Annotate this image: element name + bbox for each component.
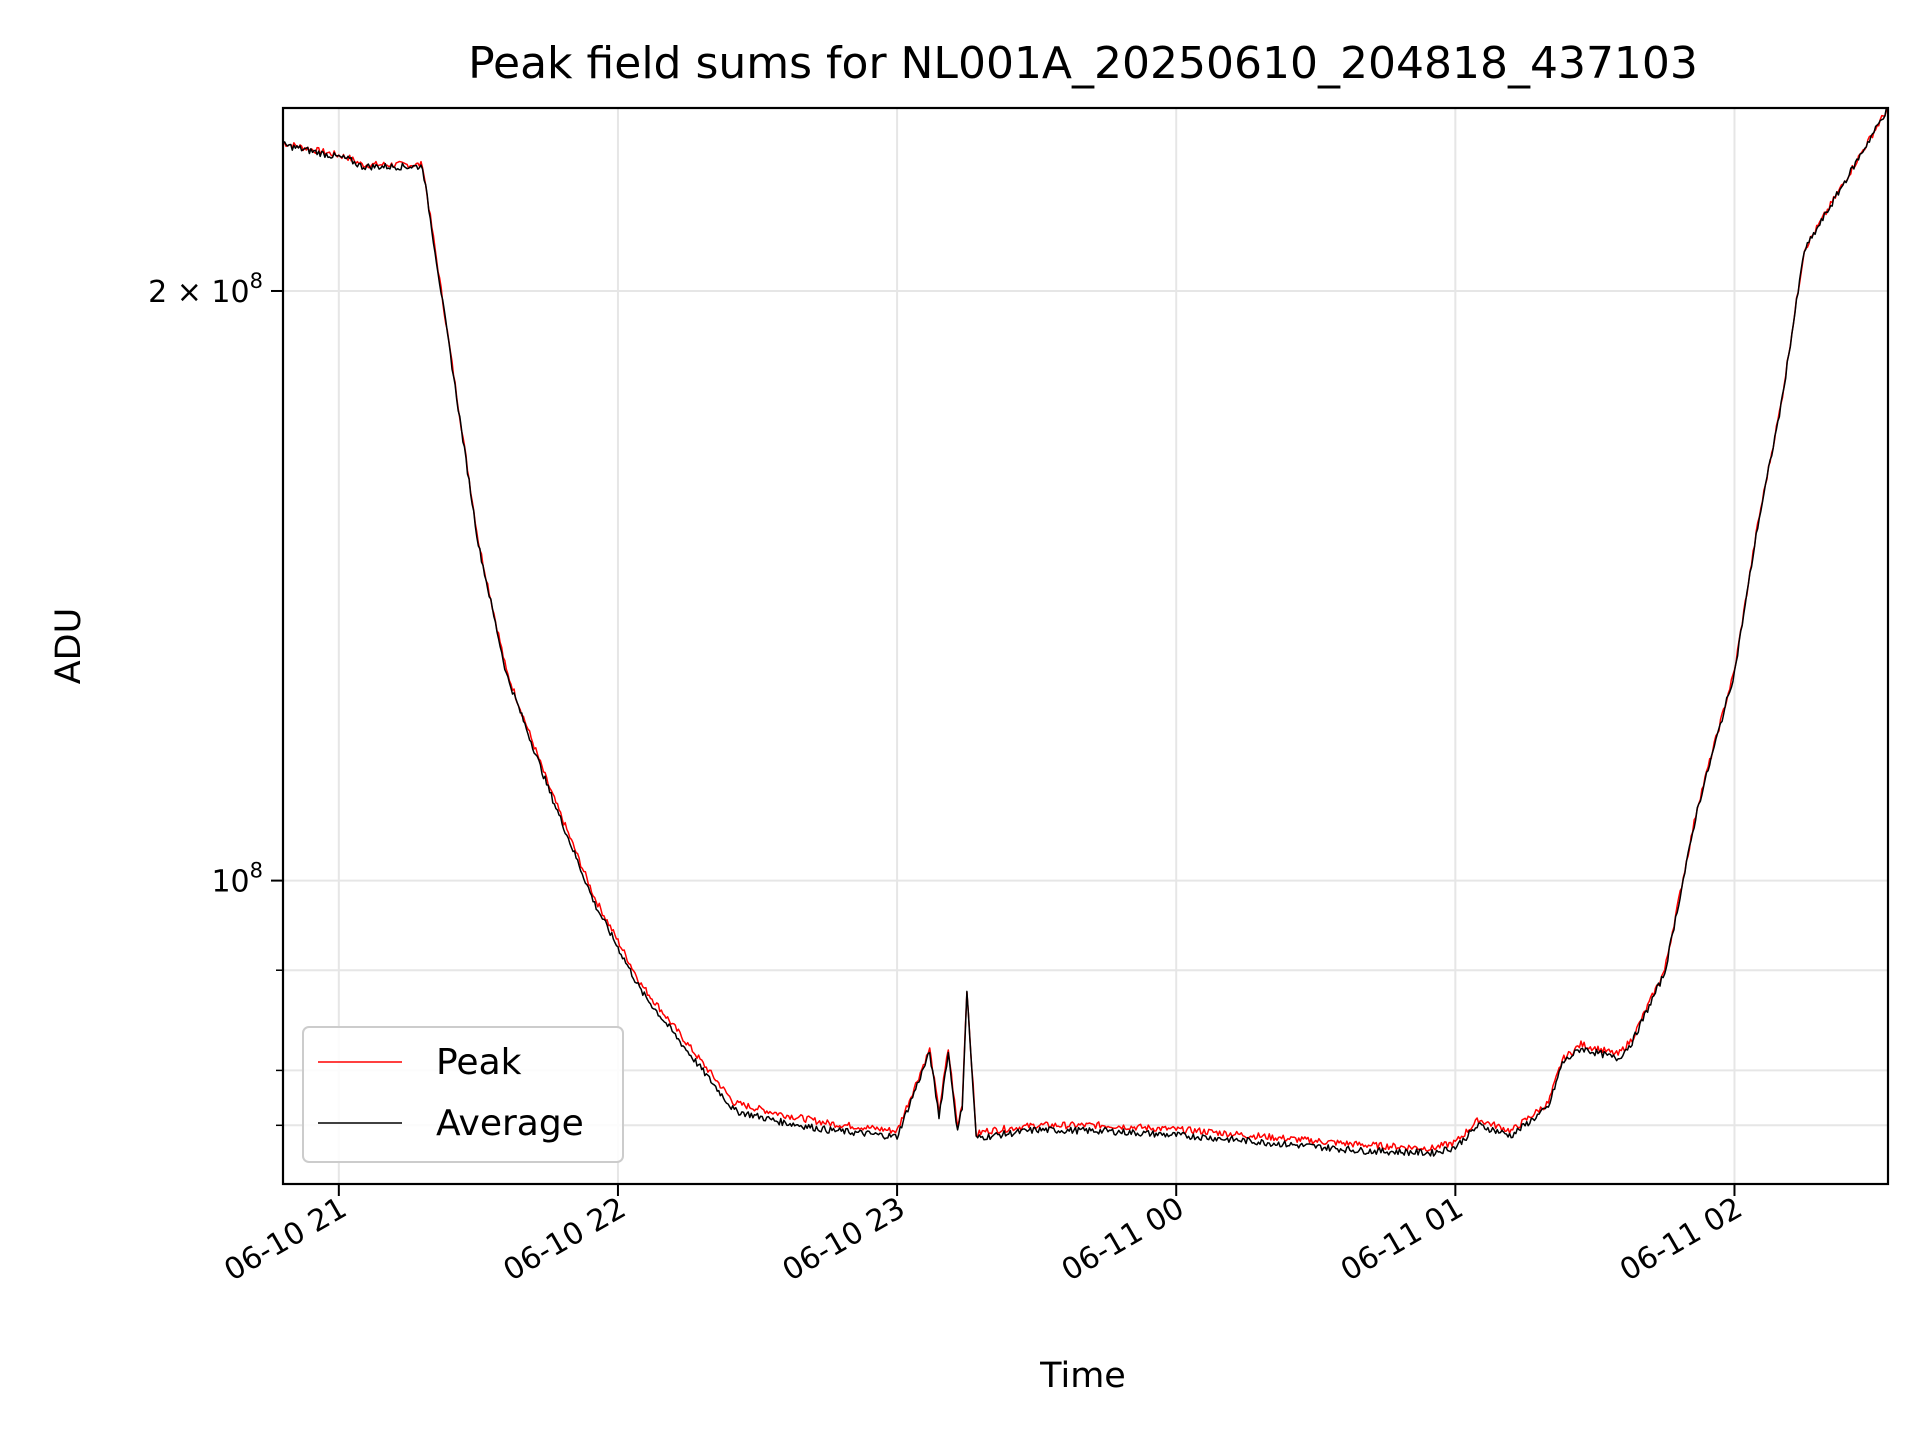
legend-box: [302, 1026, 624, 1163]
legend-label-peak: Peak: [436, 1042, 522, 1083]
y-axis-label: ADU: [49, 608, 89, 685]
y-tick-label: 2 × 108: [148, 269, 263, 310]
series-line-average: [283, 108, 1888, 1157]
y-tick-label: 108: [211, 859, 263, 900]
series-group: [283, 108, 1888, 1157]
chart-title: Peak field sums for NL001A_20250610_2048…: [468, 38, 1698, 89]
series-line-peak: [283, 108, 1888, 1153]
legend-label-average: Average: [436, 1103, 584, 1144]
plot-frame: [281, 106, 1890, 1186]
legend: Peak Average: [302, 1026, 624, 1163]
x-axis-label: Time: [1039, 1356, 1126, 1396]
